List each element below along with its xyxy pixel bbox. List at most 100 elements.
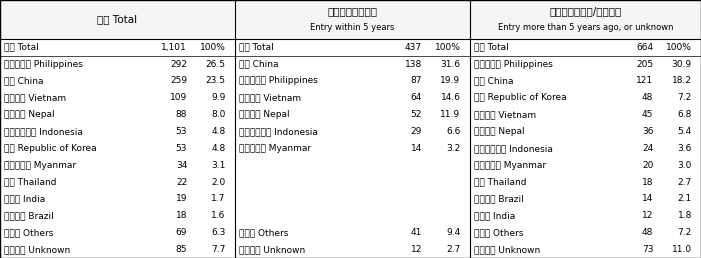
Text: 6.8: 6.8 xyxy=(677,110,692,119)
Text: 20: 20 xyxy=(642,161,653,170)
Text: 24: 24 xyxy=(642,144,653,153)
Text: 1.6: 1.6 xyxy=(211,211,226,220)
Text: 292: 292 xyxy=(170,60,187,69)
Text: 12: 12 xyxy=(642,211,653,220)
Text: 6.3: 6.3 xyxy=(211,228,226,237)
Text: 中国 China: 中国 China xyxy=(239,60,278,69)
Text: インドネシア Indonesia: インドネシア Indonesia xyxy=(474,144,553,153)
Text: 中国 China: 中国 China xyxy=(474,76,513,85)
Text: タイ Thailand: タイ Thailand xyxy=(474,178,526,187)
Text: 2.0: 2.0 xyxy=(212,178,226,187)
Text: 7.7: 7.7 xyxy=(211,245,226,254)
Bar xyxy=(470,0,701,39)
Text: 2.7: 2.7 xyxy=(678,178,692,187)
Text: 41: 41 xyxy=(411,228,422,237)
Text: 3.0: 3.0 xyxy=(677,161,692,170)
Text: 52: 52 xyxy=(411,110,422,119)
Text: 総数 Total: 総数 Total xyxy=(474,43,509,52)
Text: 総数 Total: 総数 Total xyxy=(4,43,39,52)
Text: 国名不明 Unknown: 国名不明 Unknown xyxy=(4,245,71,254)
Text: 5.4: 5.4 xyxy=(678,127,692,136)
Text: 121: 121 xyxy=(637,76,653,85)
Text: 総数 Total: 総数 Total xyxy=(97,14,137,24)
Text: 14.6: 14.6 xyxy=(440,93,461,102)
Text: ベトナム Vietnam: ベトナム Vietnam xyxy=(474,110,536,119)
Text: 437: 437 xyxy=(405,43,422,52)
Text: 100%: 100% xyxy=(666,43,692,52)
Text: 29: 29 xyxy=(411,127,422,136)
Text: ミャンマー Myanmar: ミャンマー Myanmar xyxy=(239,144,311,153)
Text: インド India: インド India xyxy=(4,195,46,204)
Text: ネパール Nepal: ネパール Nepal xyxy=(239,110,290,119)
Text: 7.2: 7.2 xyxy=(678,93,692,102)
Text: 53: 53 xyxy=(176,127,187,136)
Text: フィリピン Philippines: フィリピン Philippines xyxy=(474,60,553,69)
Text: 259: 259 xyxy=(170,76,187,85)
Text: 9.4: 9.4 xyxy=(447,228,461,237)
Text: ブラジル Brazil: ブラジル Brazil xyxy=(474,195,524,204)
Text: 1.7: 1.7 xyxy=(211,195,226,204)
Text: 14: 14 xyxy=(642,195,653,204)
Text: 26.5: 26.5 xyxy=(205,60,226,69)
Text: 1.8: 1.8 xyxy=(677,211,692,220)
Text: 23.5: 23.5 xyxy=(205,76,226,85)
Text: 100%: 100% xyxy=(200,43,226,52)
Text: ミャンマー Myanmar: ミャンマー Myanmar xyxy=(474,161,546,170)
Text: 8.0: 8.0 xyxy=(211,110,226,119)
Text: 34: 34 xyxy=(176,161,187,170)
Text: インド India: インド India xyxy=(474,211,515,220)
Text: ミャンマー Myanmar: ミャンマー Myanmar xyxy=(4,161,76,170)
Text: 3.1: 3.1 xyxy=(211,161,226,170)
Text: ネパール Nepal: ネパール Nepal xyxy=(474,127,524,136)
Text: 18: 18 xyxy=(176,211,187,220)
Text: 2.7: 2.7 xyxy=(447,245,461,254)
Text: 3.2: 3.2 xyxy=(447,144,461,153)
Text: インドネシア Indonesia: インドネシア Indonesia xyxy=(4,127,83,136)
Text: 18.2: 18.2 xyxy=(672,76,692,85)
Text: 11.9: 11.9 xyxy=(440,110,461,119)
Text: フィリピン Philippines: フィリピン Philippines xyxy=(4,60,83,69)
Text: ベトナム Vietnam: ベトナム Vietnam xyxy=(239,93,301,102)
Text: 45: 45 xyxy=(642,110,653,119)
Text: Entry more than 5 years ago, or unknown: Entry more than 5 years ago, or unknown xyxy=(498,23,673,32)
Text: その他 Others: その他 Others xyxy=(4,228,53,237)
Text: 664: 664 xyxy=(637,43,653,52)
Text: 19: 19 xyxy=(176,195,187,204)
Text: 48: 48 xyxy=(642,93,653,102)
Text: その他 Others: その他 Others xyxy=(474,228,523,237)
Text: 4.8: 4.8 xyxy=(212,144,226,153)
Text: 19.9: 19.9 xyxy=(440,76,461,85)
Text: 11.0: 11.0 xyxy=(672,245,692,254)
Text: 31.6: 31.6 xyxy=(440,60,461,69)
Text: 12: 12 xyxy=(411,245,422,254)
Bar xyxy=(235,0,470,39)
Text: 2.1: 2.1 xyxy=(678,195,692,204)
Text: 3.6: 3.6 xyxy=(677,144,692,153)
Text: 7.2: 7.2 xyxy=(678,228,692,237)
Text: タイ Thailand: タイ Thailand xyxy=(4,178,57,187)
Text: 6.6: 6.6 xyxy=(446,127,461,136)
Text: 4.8: 4.8 xyxy=(212,127,226,136)
Text: 87: 87 xyxy=(411,76,422,85)
Text: 64: 64 xyxy=(411,93,422,102)
Text: 48: 48 xyxy=(642,228,653,237)
Text: 国名不明 Unknown: 国名不明 Unknown xyxy=(239,245,306,254)
Text: 88: 88 xyxy=(176,110,187,119)
Text: 36: 36 xyxy=(642,127,653,136)
Text: 国名不明 Unknown: 国名不明 Unknown xyxy=(474,245,540,254)
Text: 1,101: 1,101 xyxy=(161,43,187,52)
Text: フィリピン Philippines: フィリピン Philippines xyxy=(239,76,318,85)
Text: 205: 205 xyxy=(637,60,653,69)
Text: 69: 69 xyxy=(176,228,187,237)
Text: 14: 14 xyxy=(411,144,422,153)
Text: 53: 53 xyxy=(176,144,187,153)
Text: Entry within 5 years: Entry within 5 years xyxy=(310,23,395,32)
Text: 22: 22 xyxy=(176,178,187,187)
Text: ネパール Nepal: ネパール Nepal xyxy=(4,110,55,119)
Text: 9.9: 9.9 xyxy=(211,93,226,102)
Text: 85: 85 xyxy=(176,245,187,254)
Bar xyxy=(0,0,235,39)
Text: 韓国 Republic of Korea: 韓国 Republic of Korea xyxy=(4,144,97,153)
Text: ５年以上前入国/時期不明: ５年以上前入国/時期不明 xyxy=(549,6,622,16)
Text: インドネシア Indonesia: インドネシア Indonesia xyxy=(239,127,318,136)
